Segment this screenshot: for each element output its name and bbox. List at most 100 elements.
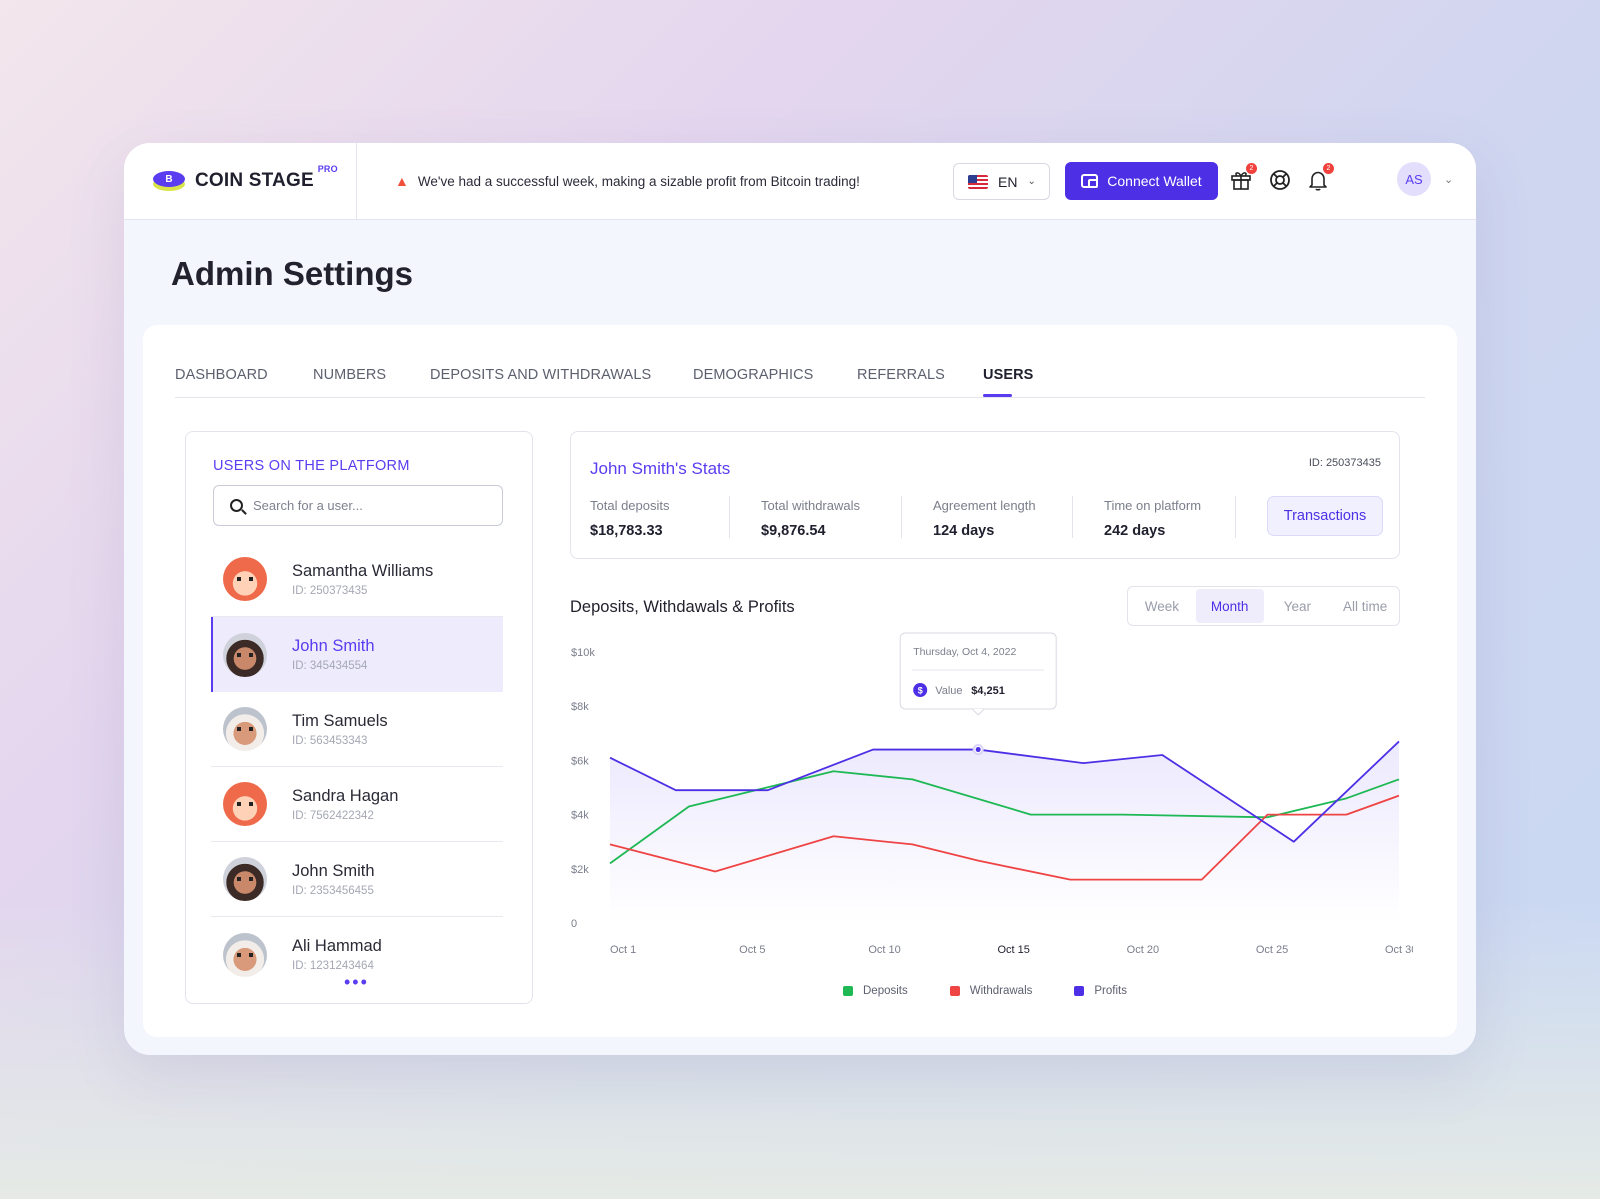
stats-title: John Smith's Stats xyxy=(590,459,731,478)
tooltip-date: Thursday, Oct 4, 2022 xyxy=(913,646,1016,658)
deposits-series-line xyxy=(609,770,1400,865)
tooltip-label: Value xyxy=(935,685,962,697)
user-id: ID: 345434554 xyxy=(292,660,368,672)
tooltip-value: $4,251 xyxy=(971,685,1005,697)
chart-legend: Deposits Withdrawals Profits xyxy=(843,985,1127,997)
wallet-icon xyxy=(1081,174,1099,188)
divider xyxy=(1235,496,1236,538)
gift-icon xyxy=(1231,172,1251,190)
user-name: Sandra Hagan xyxy=(292,786,399,805)
y-tick-label: $10k xyxy=(571,647,595,659)
active-tab-indicator xyxy=(983,394,1012,397)
fire-icon: ▲ xyxy=(395,173,409,189)
support-button[interactable] xyxy=(1268,168,1292,192)
avatar xyxy=(223,857,267,901)
user-id: ID: 2353456455 xyxy=(292,884,374,897)
profile-chevron-down-icon[interactable]: ⌄ xyxy=(1444,174,1454,186)
stat-total-withdrawals: Total withdrawals $9,876.54 xyxy=(761,498,860,539)
legend-swatch xyxy=(843,986,853,996)
user-list-item[interactable]: Samantha Williams ID: 250373435 xyxy=(211,542,503,617)
user-list-item-selected[interactable]: John Smith ID: 345434554 xyxy=(211,617,503,692)
user-list: Samantha Williams ID: 250373435 John Smi… xyxy=(211,542,503,992)
user-list-item[interactable]: John Smith ID: 2353456455 xyxy=(211,842,503,917)
tab-bar: DASHBOARD NUMBERS DEPOSITS AND WITHDRAWA… xyxy=(175,358,1425,398)
user-name: John Smith xyxy=(292,637,375,655)
x-tick-label: Oct 10 xyxy=(868,944,900,956)
users-panel-title: USERS ON THE PLATFORM xyxy=(213,458,410,474)
time-range-selector: Week Month Year All time xyxy=(1127,586,1400,626)
y-tick-label: $4k xyxy=(571,810,589,822)
tooltip-box xyxy=(899,632,1057,710)
user-list-item[interactable]: Ali Hammad ID: 1231243464 xyxy=(211,917,503,992)
tooltip-arrow xyxy=(971,708,985,716)
divider xyxy=(1072,496,1073,538)
search-input[interactable] xyxy=(253,498,473,513)
gift-badge: 2 xyxy=(1246,163,1257,174)
x-tick-label: Oct 1 xyxy=(610,944,636,956)
tab-demographics[interactable]: DEMOGRAPHICS xyxy=(693,367,814,383)
logo[interactable]: B COIN STAGE PRO xyxy=(124,143,357,219)
user-id: ID: 563453343 xyxy=(292,734,368,747)
lifebuoy-icon xyxy=(1270,170,1290,190)
legend-swatch xyxy=(949,986,960,996)
range-month[interactable]: Month xyxy=(1195,589,1264,623)
language-label: EN xyxy=(998,173,1018,190)
y-tick-label: $2k xyxy=(571,864,589,876)
range-all-time[interactable]: All time xyxy=(1342,598,1388,614)
settings-card: DASHBOARD NUMBERS DEPOSITS AND WITHDRAWA… xyxy=(143,325,1457,1037)
users-panel: USERS ON THE PLATFORM Samantha Williams … xyxy=(185,431,533,1004)
coin-icon xyxy=(913,683,928,697)
tab-numbers[interactable]: NUMBERS xyxy=(313,367,387,383)
avatar xyxy=(223,632,267,677)
load-more-button[interactable]: ••• xyxy=(344,972,369,992)
app-window: B COIN STAGE PRO ▲ We've had a successfu… xyxy=(124,143,1476,1055)
notifications-button[interactable]: 2 xyxy=(1306,163,1334,192)
gift-button[interactable]: 2 xyxy=(1229,163,1257,192)
announcement-banner: ▲ We've had a successful week, making a … xyxy=(395,173,860,189)
user-name: Ali Hammad xyxy=(292,937,382,955)
coin-icon-glyph: $ xyxy=(918,686,923,696)
chart-title: Deposits, Withdawals & Profits xyxy=(570,598,795,616)
user-name: John Smith xyxy=(292,861,375,880)
notification-badge: 2 xyxy=(1323,163,1334,174)
logo-text: COIN STAGE PRO xyxy=(195,164,338,191)
logo-pro-badge: PRO xyxy=(317,164,338,174)
stat-time-on-platform: Time on platform 242 days xyxy=(1104,498,1202,539)
stat-agreement-length: Agreement length 124 days xyxy=(933,498,1036,539)
bell-icon xyxy=(1309,171,1327,191)
avatar xyxy=(223,932,267,977)
tab-dashboard[interactable]: DASHBOARD xyxy=(175,367,268,383)
user-id: ID: 1231243464 xyxy=(292,960,374,972)
transactions-button[interactable]: Transactions xyxy=(1267,496,1383,536)
user-list-item[interactable]: Sandra Hagan ID: 7562422342 xyxy=(211,767,503,842)
range-year[interactable]: Year xyxy=(1283,598,1312,614)
x-tick-label: Oct 25 xyxy=(1256,944,1288,956)
legend-profits[interactable]: Profits xyxy=(1074,985,1127,997)
connect-wallet-button[interactable]: Connect Wallet xyxy=(1065,162,1218,200)
divider xyxy=(901,496,902,538)
user-name: Samantha Williams xyxy=(292,561,434,580)
x-tick-label: Oct 15 xyxy=(998,944,1030,956)
tab-users[interactable]: USERS xyxy=(983,367,1034,383)
tooltip-point xyxy=(975,747,981,753)
user-avatar[interactable]: AS xyxy=(1397,162,1431,196)
x-tick-label: Oct 20 xyxy=(1127,944,1159,956)
announcement-text: We've had a successful week, making a si… xyxy=(417,173,860,189)
legend-deposits[interactable]: Deposits xyxy=(843,985,908,997)
legend-withdrawals[interactable]: Withdrawals xyxy=(949,985,1032,997)
y-tick-label: $8k xyxy=(571,701,589,713)
page-title: Admin Settings xyxy=(171,255,414,292)
line-chart: 0 $2k $4k $6k $8k $10k Oct 1 Oct 5 Oct 10 Oct 15 O… xyxy=(571,632,1413,956)
language-selector[interactable]: EN ⌄ xyxy=(953,163,1050,200)
user-list-item[interactable]: Tim Samuels ID: 563453343 xyxy=(211,692,503,767)
x-tick-label: Oct 5 xyxy=(739,944,765,956)
range-week[interactable]: Week xyxy=(1144,598,1179,614)
legend-swatch xyxy=(1074,986,1085,996)
stat-total-deposits: Total deposits $18,783.33 xyxy=(590,498,670,539)
user-search[interactable] xyxy=(213,485,503,526)
chevron-down-icon: ⌄ xyxy=(1027,176,1036,187)
stats-user-id: ID: 250373435 xyxy=(1308,457,1381,469)
user-name: Tim Samuels xyxy=(292,711,388,730)
tab-referrals[interactable]: REFERRALS xyxy=(857,367,945,383)
tab-deposits-and-withdrawals[interactable]: DEPOSITS AND WITHDRAWALS xyxy=(430,367,652,383)
